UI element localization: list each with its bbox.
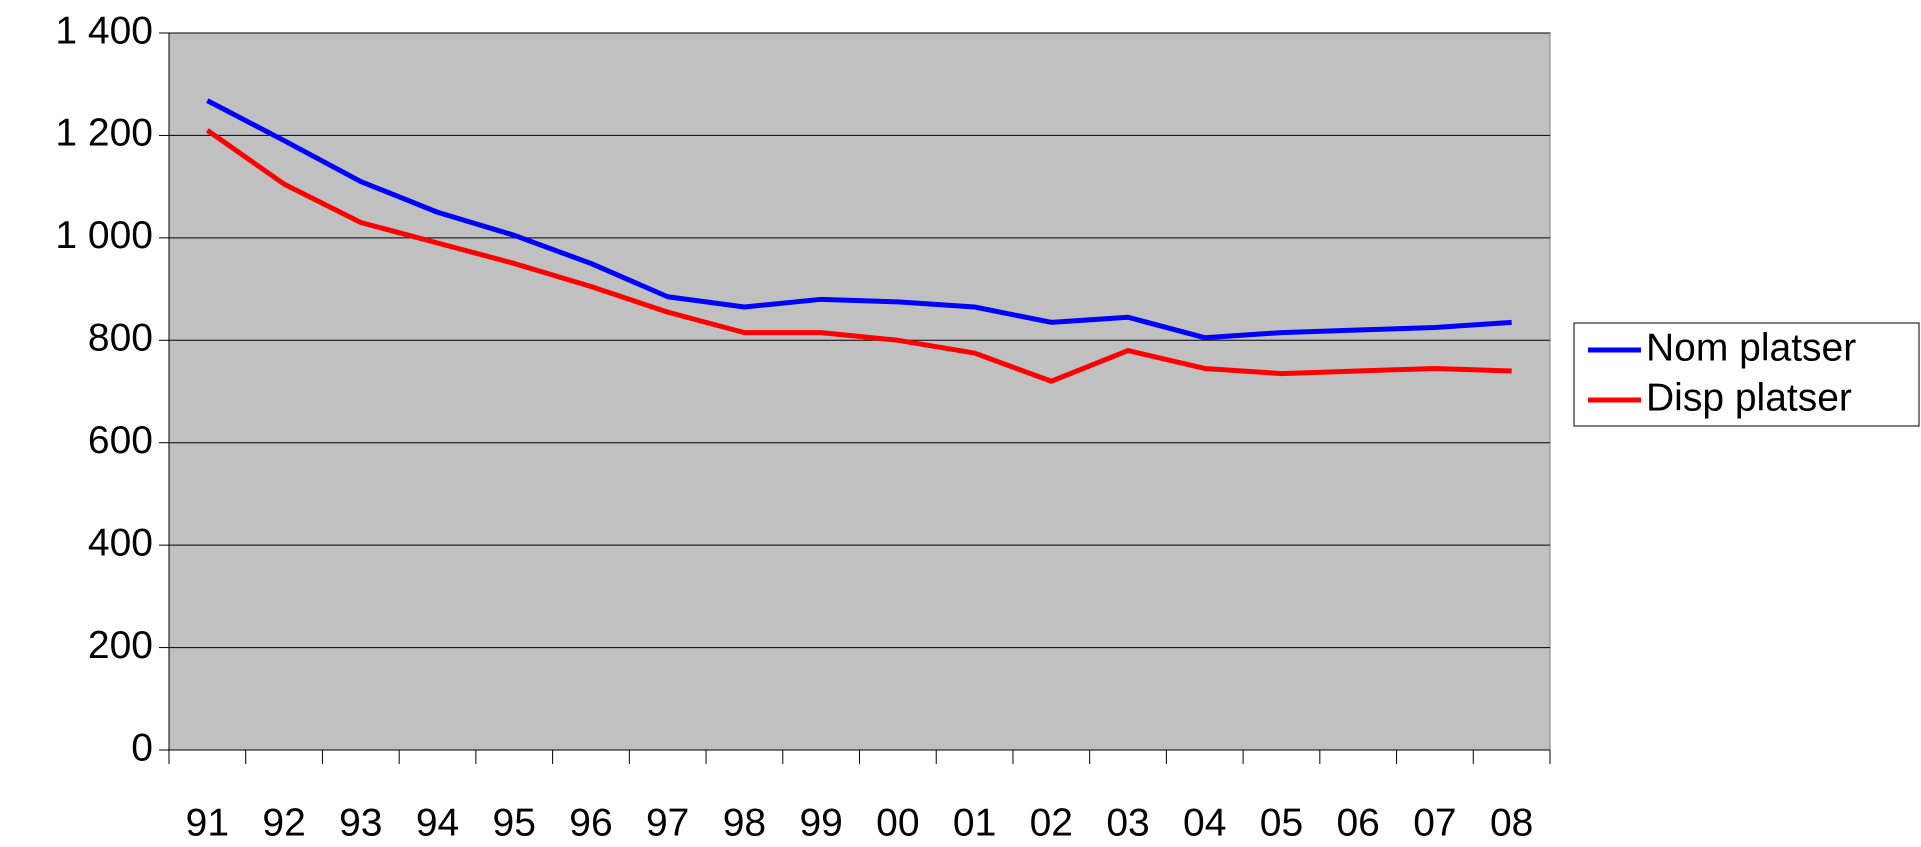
x-tick-label: 03: [1106, 801, 1149, 844]
x-tick-label: 04: [1183, 801, 1226, 844]
x-tick-label: 97: [646, 801, 689, 844]
y-tick-label: 200: [88, 624, 153, 667]
x-tick-label: 00: [876, 801, 919, 844]
x-tick-label: 91: [186, 801, 229, 844]
series-line: [205, 128, 1512, 384]
y-tick-label: 1 000: [55, 214, 153, 257]
x-tick-label: 95: [493, 801, 536, 844]
x-tick-label: 92: [262, 801, 305, 844]
x-tick-label: 06: [1336, 801, 1379, 844]
x-tick-label: 98: [723, 801, 766, 844]
x-tick-label: 01: [953, 801, 996, 844]
x-tick-label: 96: [569, 801, 612, 844]
legend-label: Nom platser: [1646, 326, 1856, 369]
y-tick-label: 400: [88, 521, 153, 564]
y-tick-label: 600: [88, 419, 153, 462]
x-tick-label: 02: [1030, 801, 1073, 844]
x-tick-label: 07: [1413, 801, 1456, 844]
legend-box: [1573, 322, 1920, 427]
y-tick-label: 800: [88, 317, 153, 360]
x-tick-label: 05: [1260, 801, 1303, 844]
legend-label: Disp platser: [1646, 376, 1852, 419]
x-tick-label: 93: [339, 801, 382, 844]
y-tick-label: 1 200: [55, 112, 153, 155]
x-tick-label: 99: [799, 801, 842, 844]
y-tick-label: 1 400: [55, 9, 153, 52]
x-tick-label: 08: [1490, 801, 1533, 844]
series-line: [206, 98, 1512, 341]
plot-area: [168, 32, 1551, 751]
x-tick-label: 94: [416, 801, 459, 844]
y-tick-label: 0: [131, 726, 153, 769]
